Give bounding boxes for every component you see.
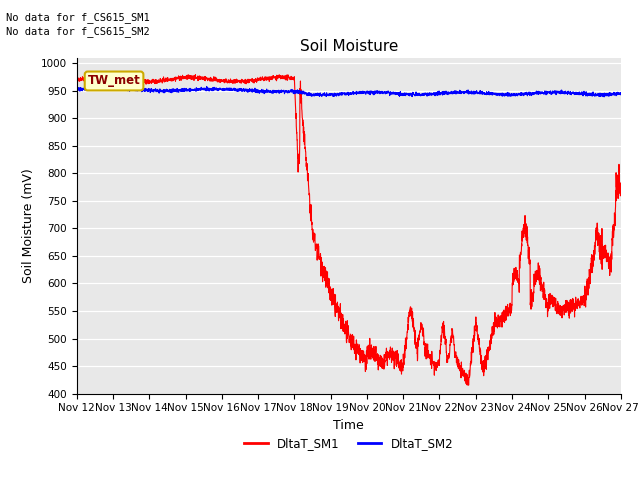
DltaT_SM1 — [548, 292, 556, 298]
DltaT_SM2 — [617, 92, 625, 97]
Y-axis label: Soil Moisture (mV): Soil Moisture (mV) — [22, 168, 35, 283]
DltaT_SM2 — [282, 88, 289, 94]
DltaT_SM1 — [305, 192, 313, 198]
DltaT_SM1 — [465, 382, 472, 388]
DltaT_SM1 — [168, 76, 175, 82]
DltaT_SM1 — [135, 79, 143, 85]
DltaT_SM2 — [116, 84, 124, 89]
Text: No data for f_CS615_SM1: No data for f_CS615_SM1 — [6, 12, 150, 23]
DltaT_SM2 — [600, 94, 608, 100]
DltaT_SM2 — [73, 88, 81, 94]
X-axis label: Time: Time — [333, 419, 364, 432]
DltaT_SM1 — [617, 185, 625, 191]
Title: Soil Moisture: Soil Moisture — [300, 39, 398, 54]
Line: DltaT_SM1: DltaT_SM1 — [77, 74, 621, 385]
DltaT_SM2 — [548, 89, 556, 95]
DltaT_SM2 — [168, 90, 175, 96]
Text: TW_met: TW_met — [88, 74, 140, 87]
DltaT_SM2 — [607, 91, 614, 97]
DltaT_SM1 — [73, 76, 81, 82]
DltaT_SM1 — [111, 72, 118, 77]
DltaT_SM1 — [282, 77, 289, 83]
DltaT_SM2 — [305, 93, 313, 98]
Legend: DltaT_SM1, DltaT_SM2: DltaT_SM1, DltaT_SM2 — [239, 432, 458, 455]
Line: DltaT_SM2: DltaT_SM2 — [77, 86, 621, 97]
Text: No data for f_CS615_SM2: No data for f_CS615_SM2 — [6, 26, 150, 37]
DltaT_SM2 — [135, 86, 143, 92]
DltaT_SM1 — [607, 254, 614, 260]
